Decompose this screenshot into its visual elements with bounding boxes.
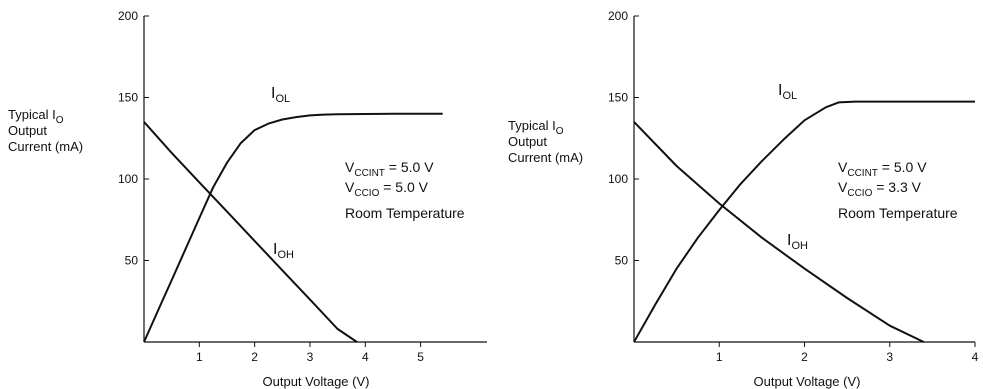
annotation-line-3: Room Temperature — [345, 205, 465, 221]
annotation-line-2: VCCIO = 5.0 V — [345, 179, 429, 199]
series-line-iol — [143, 112, 443, 343]
annotation-line-1: VCCINT = 5.0 V — [345, 159, 434, 179]
y-tick-label: 200 — [608, 9, 628, 23]
y-tick-label: 100 — [608, 172, 628, 186]
chart-panel-1: 50 100 150 200 1 2 3 4 5 Output Voltage (V) Typica… — [8, 9, 487, 389]
annotation-line-1: VCCINT = 5.0 V — [838, 159, 927, 179]
x-tick-label: 3 — [886, 350, 893, 364]
y-axis-title-line2: Output — [508, 134, 547, 149]
x-tick-label: 3 — [307, 350, 314, 364]
y-axis-title-line2: Output — [8, 123, 47, 138]
x-tick-label: 2 — [251, 350, 258, 364]
y-tick-label: 50 — [615, 254, 629, 268]
x-tick-label: 4 — [972, 350, 979, 364]
series-label-oh: IOH — [273, 241, 294, 261]
x-tick-label: 1 — [196, 350, 203, 364]
chart-panel-2: 50 100 150 200 1 2 3 4 Output Voltage (V) Typical… — [508, 9, 979, 389]
x-tick-label: 5 — [417, 350, 424, 364]
series-line-iol — [633, 100, 975, 343]
y-tick-label: 150 — [118, 91, 138, 105]
x-tick-label: 2 — [801, 350, 808, 364]
series-label-ol: IOL — [271, 85, 290, 105]
x-tick-label: 4 — [362, 350, 369, 364]
series-line-ioh — [143, 121, 358, 343]
annotation-line-2: VCCIO = 3.3 V — [838, 179, 922, 199]
y-tick-label: 50 — [125, 254, 139, 268]
series-label-ol: IOL — [778, 82, 797, 102]
x-axis-title: Output Voltage (V) — [754, 374, 861, 389]
series-label-oh: IOH — [787, 232, 808, 252]
series-line-ioh — [633, 121, 925, 343]
y-tick-label: 100 — [118, 172, 138, 186]
x-axis-title: Output Voltage (V) — [263, 374, 370, 389]
x-tick-label: 1 — [716, 350, 723, 364]
y-axis-title-line3: Current (mA) — [8, 139, 83, 154]
y-tick-label: 150 — [608, 91, 628, 105]
y-axis-title-line1: Typical IO — [8, 107, 64, 126]
annotation-line-3: Room Temperature — [838, 205, 958, 221]
y-axis-title-line1: Typical IO — [508, 118, 564, 137]
y-tick-label: 200 — [118, 9, 138, 23]
y-axis-title-line3: Current (mA) — [508, 150, 583, 165]
